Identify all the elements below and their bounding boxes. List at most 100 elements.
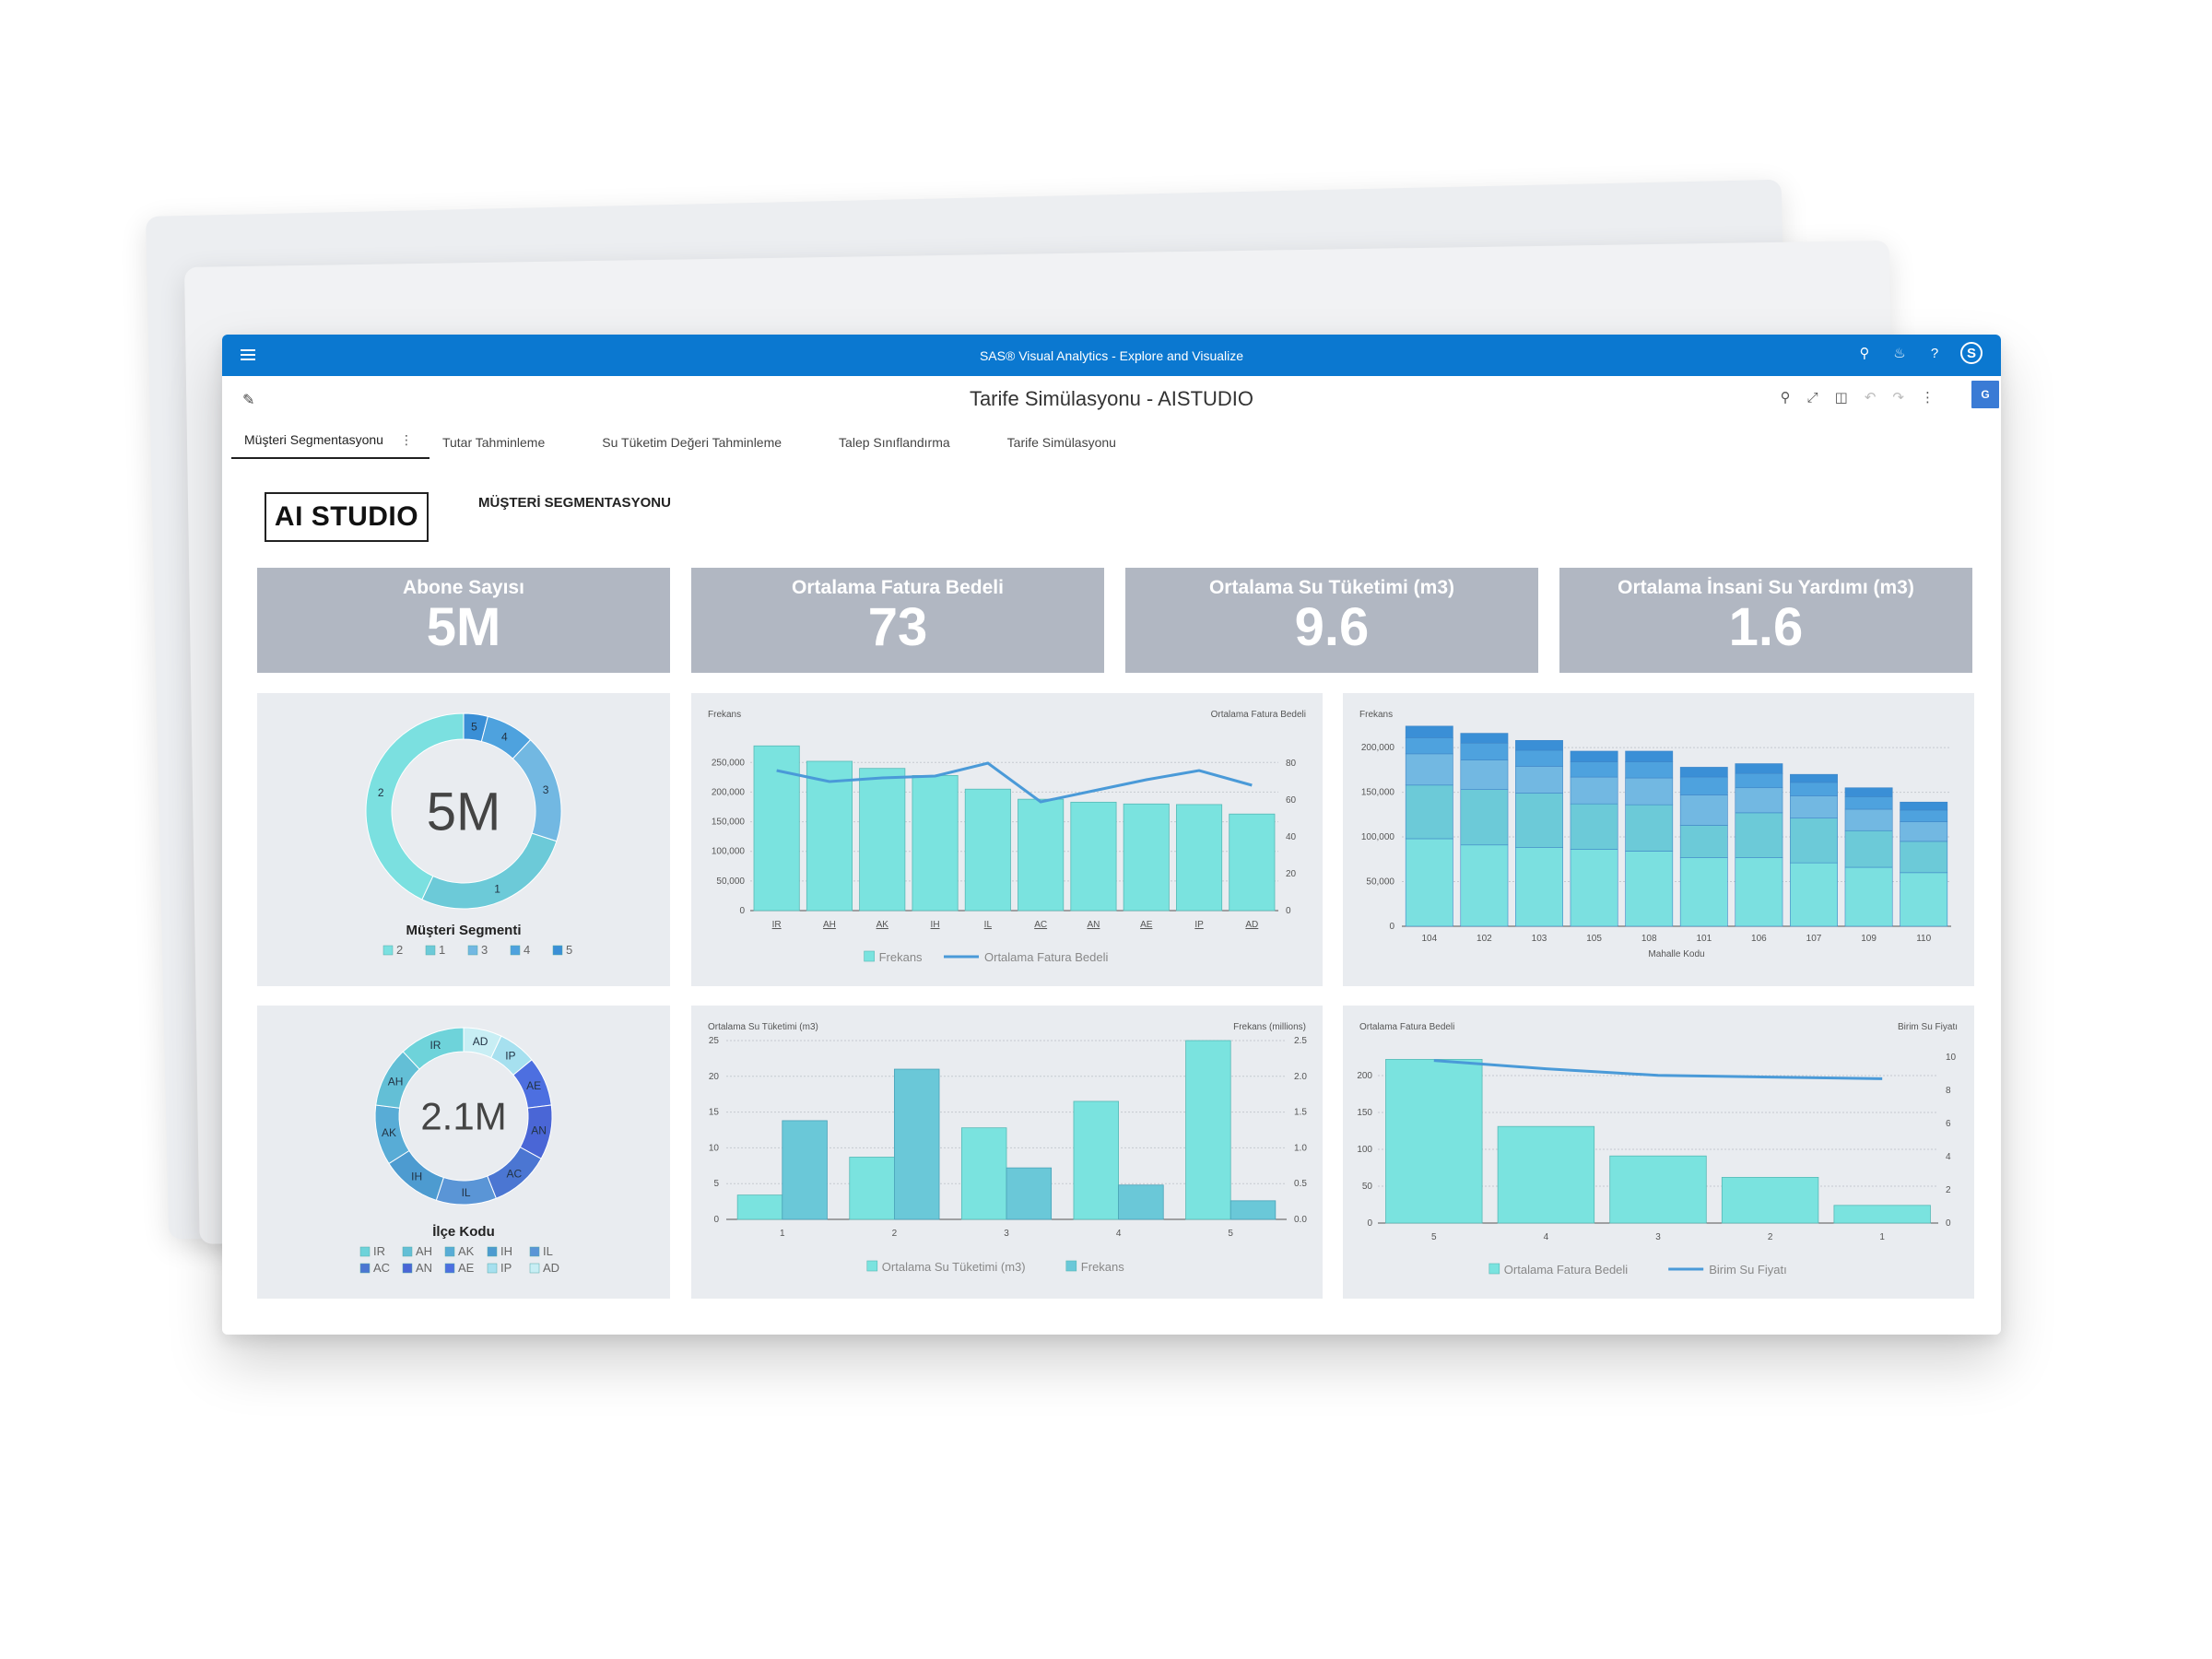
y-axis-title: Frekans [1359, 710, 1393, 720]
stacked-bar-segment [1735, 787, 1783, 814]
combo-chart-panel[interactable]: Ortalama Fatura Bedeli Birim Su Fiyatı 0 50… [1343, 1006, 1974, 1299]
edit-pencil-icon[interactable]: ✎ [242, 393, 255, 408]
kpi-label: Ortalama Su Tüketimi (m3) [1208, 577, 1455, 598]
tab-tutar-tahminleme[interactable]: Tutar Tahminleme [441, 435, 546, 450]
stacked-bar-segment [1679, 776, 1728, 795]
donut-center-value: 5M [427, 782, 501, 841]
hamburger-menu-icon[interactable] [241, 347, 255, 363]
kpi-tile[interactable]: Ortalama Su Tüketimi (m3) 9.6 [1125, 568, 1538, 673]
legend-label: IL [543, 1244, 553, 1258]
legend-swatch [864, 950, 875, 962]
legend-swatch [402, 1246, 413, 1257]
expand-icon[interactable]: ⤢ [1806, 389, 1818, 406]
kpi-label: Ortalama Fatura Bedeli [792, 577, 1004, 598]
more-options-icon[interactable]: ⋮ [1921, 390, 1935, 406]
stacked-bar-segment [1679, 767, 1728, 778]
donut-slice [512, 739, 562, 842]
legend-swatch [552, 945, 563, 956]
stacked-bar-segment [1460, 742, 1509, 760]
bar [1609, 1155, 1707, 1224]
legend-swatch [1065, 1260, 1077, 1272]
x-tick-label: IH [931, 920, 940, 930]
legend-swatch [866, 1260, 878, 1272]
x-tick-label: 2 [1768, 1232, 1773, 1242]
tick-label: 50,000 [716, 877, 745, 887]
x-tick-label: 5 [1228, 1229, 1233, 1239]
slice-label: 5 [471, 721, 477, 734]
stacked-bar-segment [1405, 753, 1453, 786]
tab-talep-siniflandirma[interactable]: Talep Sınıflandırma [839, 435, 950, 450]
top-bar: SAS® Visual Analytics - Explore and Visu… [222, 335, 2001, 376]
help-icon[interactable]: ? [1930, 345, 1939, 361]
y-axis-title: Frekans [708, 710, 741, 720]
location-pin-icon[interactable]: ⚲ [1780, 390, 1791, 406]
stacked-bar-segment [1735, 772, 1783, 789]
y2-axis-title: Frekans (millions) [1233, 1022, 1306, 1032]
donut-center-value: 2.1M [420, 1095, 506, 1138]
search-icon[interactable]: ⚲ [1859, 346, 1870, 361]
tick-label: 50,000 [1366, 877, 1394, 888]
x-tick-label: 108 [1641, 934, 1657, 944]
kpi-tile[interactable]: Abone Sayısı 5M [257, 568, 670, 673]
x-tick-label: 1 [780, 1229, 785, 1239]
x-tick-label: 103 [1532, 934, 1547, 944]
x-tick-label: AN [1087, 920, 1100, 930]
x-tick-label: 110 [1916, 934, 1931, 944]
legend-label: Ortalama Fatura Bedeli [984, 950, 1109, 964]
x-tick-label: 4 [1544, 1232, 1549, 1242]
bar [1385, 1059, 1483, 1224]
tab-menu-icon[interactable]: ⋮ [399, 432, 413, 447]
combo-chart-panel[interactable]: Frekans Ortalama Fatura Bedeli 0 50,000 100,… [691, 693, 1323, 986]
notification-bell-icon[interactable]: ♨ [1893, 346, 1906, 361]
tab-musteri-segmentasyonu[interactable]: Müşteri Segmentasyonu ⋮ [231, 432, 429, 459]
legend-label: 3 [481, 943, 488, 957]
legend-label: IR [373, 1244, 385, 1258]
tick-label: 20 [1286, 869, 1297, 879]
stacked-bar-segment [1900, 841, 1948, 874]
legend-swatch [382, 945, 394, 956]
legend-label: Frekans [1081, 1260, 1124, 1274]
kpi-tile[interactable]: Ortalama İnsani Su Yardımı (m3) 1.6 [1559, 568, 1972, 673]
stacked-bar-segment [1900, 821, 1948, 842]
y2-axis-title: Birim Su Fiyatı [1898, 1022, 1958, 1032]
stacked-bar-segment [1735, 763, 1783, 774]
panel-layout-icon[interactable]: ◫ [1834, 390, 1848, 406]
donut-slice [421, 832, 558, 910]
undo-icon[interactable]: ↶ [1864, 390, 1877, 406]
x-tick-label: 1 [1879, 1232, 1885, 1242]
kpi-label: Ortalama İnsani Su Yardımı (m3) [1618, 577, 1914, 598]
tick-label: 250,000 [712, 758, 746, 768]
redo-icon[interactable]: ↷ [1892, 390, 1904, 406]
tick-label: 2.0 [1294, 1072, 1307, 1082]
legend-label: Frekans [879, 950, 923, 964]
chart-title: Müşteri Segmenti [406, 923, 521, 938]
kpi-value: 5M [426, 597, 501, 657]
tick-label: 150,000 [712, 818, 746, 828]
x-tick-label: 106 [1751, 934, 1767, 944]
donut-chart-panel[interactable]: AD IP AE AN AC IL IH AK AH IR 2.1M İlçe Kodu IR AH AK I… [257, 1006, 670, 1299]
slice-label: 1 [494, 882, 500, 895]
stacked-bar-segment [1570, 750, 1618, 762]
kpi-tile[interactable]: Ortalama Fatura Bedeli 73 [691, 568, 1104, 673]
x-tick-label: AD [1245, 920, 1258, 930]
ai-studio-logo: AI STUDIO [265, 492, 429, 542]
legend-swatch [529, 1263, 540, 1274]
bar [1070, 801, 1117, 912]
kpi-value: 73 [867, 597, 928, 657]
stacked-bar-segment [1405, 737, 1453, 755]
stacked-bar-segment [1515, 740, 1563, 751]
user-avatar[interactable]: S [1960, 342, 1983, 364]
x-tick-label: IL [984, 920, 993, 930]
stacked-bar-chart-panel[interactable]: Frekans 0 50,000 100,000 150,000 200,000 104 10… [1343, 693, 1974, 986]
donut-chart-panel[interactable]: 5 4 3 1 2 5M Müşteri Segmenti 2 1 3 4 5 [257, 693, 670, 986]
stacked-bar-segment [1735, 812, 1783, 858]
tick-label: 200 [1357, 1071, 1372, 1081]
legend-label: AN [416, 1261, 432, 1275]
tab-su-tuketim-tahminleme[interactable]: Su Tüketim Değeri Tahminleme [602, 435, 782, 450]
x-tick-label: 4 [1116, 1229, 1122, 1239]
translate-icon[interactable]: G [1970, 379, 2001, 410]
chart-svg: Frekans Ortalama Fatura Bedeli 0 50,000 100,… [708, 710, 1306, 964]
tab-tarife-simulasyonu[interactable]: Tarife Simülasyonu [1006, 435, 1116, 450]
grouped-bar-chart-panel[interactable]: Ortalama Su Tüketimi (m3) Frekans (millio… [691, 1006, 1323, 1299]
